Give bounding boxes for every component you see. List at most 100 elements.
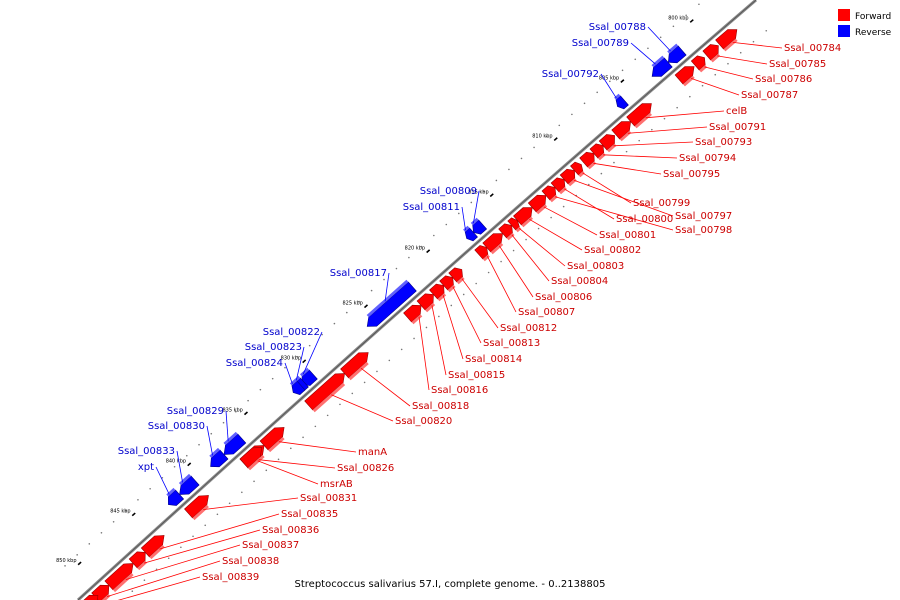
gene-label-ssal_00817[interactable]: Ssal_00817 — [330, 268, 387, 279]
gene-label-ssal_00811[interactable]: Ssal_00811 — [403, 202, 460, 213]
guide-dot — [180, 546, 182, 549]
gene-label-ssal_00816[interactable]: Ssal_00816 — [431, 385, 488, 396]
gene-label-ssal_00818[interactable]: Ssal_00818 — [412, 401, 469, 412]
gene-arrow-ssal_00813[interactable] — [439, 275, 454, 291]
gene-label-ssal_00799[interactable]: Ssal_00799 — [633, 198, 690, 209]
gene-arrow-mana[interactable] — [259, 427, 285, 451]
gene-label-celb[interactable]: celB — [726, 106, 747, 117]
gene-label-ssal_00839[interactable]: Ssal_00839 — [202, 572, 259, 583]
gene-label-xpt[interactable]: xpt — [138, 462, 154, 473]
gene-label-ssal_00795[interactable]: Ssal_00795 — [663, 169, 720, 180]
gene-arrow-ssal_00792[interactable] — [615, 95, 629, 110]
gene-label-ssal_00792[interactable]: Ssal_00792 — [542, 69, 599, 80]
gene-arrow-ssal_00795[interactable] — [579, 151, 595, 168]
gene-label-ssal_00813[interactable]: Ssal_00813 — [483, 338, 540, 349]
gene-label-ssal_00829[interactable]: Ssal_00829 — [167, 406, 224, 417]
gene-label-ssal_00800[interactable]: Ssal_00800 — [616, 214, 673, 225]
gene-arrow-ssal_00824[interactable] — [291, 380, 306, 395]
gene-label-ssal_00806[interactable]: Ssal_00806 — [535, 292, 592, 303]
gene-label-ssal_00787[interactable]: Ssal_00787 — [741, 90, 798, 101]
gene-label-ssal_00812[interactable]: Ssal_00812 — [500, 323, 557, 334]
gene-arrow-xpt[interactable] — [167, 489, 185, 506]
gene-label-ssal_00814[interactable]: Ssal_00814 — [465, 354, 522, 365]
gene-label-ssal_00807[interactable]: Ssal_00807 — [518, 307, 575, 318]
gene-label-ssal_00784[interactable]: Ssal_00784 — [784, 43, 841, 54]
gene-arrow-ssal_00820[interactable] — [304, 373, 345, 411]
gene-label-ssal_00802[interactable]: Ssal_00802 — [584, 245, 641, 256]
gene-label-ssal_00803[interactable]: Ssal_00803 — [567, 261, 624, 272]
gene-label-ssal_00793[interactable]: Ssal_00793 — [695, 137, 752, 148]
gene-label-ssal_00830[interactable]: Ssal_00830 — [148, 421, 205, 432]
gene-arrow-ssal_00809[interactable] — [472, 219, 488, 235]
gene-arrow-ssal_00829[interactable] — [223, 433, 247, 455]
gene-label-ssal_00791[interactable]: Ssal_00791 — [709, 122, 766, 133]
gene-arrow-msrab[interactable] — [239, 447, 263, 469]
gene-label-ssal_00797[interactable]: Ssal_00797 — [675, 211, 732, 222]
gene-label-ssal_00804[interactable]: Ssal_00804 — [551, 276, 608, 287]
gene-label-ssal_00801[interactable]: Ssal_00801 — [599, 230, 656, 241]
gene-arrow-ssal_00798[interactable] — [541, 185, 557, 201]
gene-arrow-ssal_00793[interactable] — [598, 134, 615, 151]
guide-dot — [173, 465, 176, 468]
gene-arrow-ssal_00788[interactable] — [667, 45, 687, 64]
gene-arrow-ssal_00806[interactable] — [482, 233, 503, 253]
gene-arrow-ssal_00814[interactable] — [429, 283, 445, 300]
gene-label-ssal_00815[interactable]: Ssal_00815 — [448, 370, 505, 381]
gene-arrow-ssal_00807[interactable] — [474, 245, 489, 260]
gene-label-ssal_00835[interactable]: Ssal_00835 — [281, 509, 338, 520]
gene-arrow-ssal_00812[interactable] — [448, 267, 463, 283]
gene-arrow-ssal_00800[interactable] — [550, 177, 566, 193]
gene-arrow-ssal_00791[interactable] — [611, 121, 632, 140]
guide-dot — [659, 36, 662, 39]
gene-arrow-ssal_00803[interactable] — [507, 217, 520, 231]
gene-label-ssal_00786[interactable]: Ssal_00786 — [755, 74, 812, 85]
gene-arrow-ssal_00837[interactable] — [104, 563, 134, 591]
guide-dot — [124, 509, 127, 512]
gene-label-ssal_00836[interactable]: Ssal_00836 — [262, 525, 319, 536]
gene-label-ssal_00789[interactable]: Ssal_00789 — [572, 38, 629, 49]
kbp-tick-mark — [689, 19, 694, 23]
gene-label-ssal_00826[interactable]: Ssal_00826 — [337, 463, 394, 474]
gene-arrow-ssal_00817[interactable] — [366, 281, 417, 327]
gene-arrow-ssal_00833[interactable] — [179, 475, 200, 495]
gene-arrow-ssal_00804[interactable] — [498, 223, 513, 239]
gene-label-ssal_00837[interactable]: Ssal_00837 — [242, 540, 299, 551]
gene-arrow-ssal_00785[interactable] — [702, 44, 719, 61]
gene-arrow-ssal_00784[interactable] — [715, 29, 738, 50]
gene-arrow-celb[interactable] — [626, 103, 652, 127]
gene-label-mana[interactable]: manA — [358, 447, 387, 458]
gene-label-ssal_00794[interactable]: Ssal_00794 — [679, 153, 736, 164]
gene-arrow-ssal_00811[interactable] — [464, 227, 478, 242]
leader-line — [117, 576, 201, 600]
gene-label-ssal_00838[interactable]: Ssal_00838 — [222, 556, 279, 567]
gene-arrow-ssal_00789[interactable] — [651, 57, 673, 77]
gene-arrow-ssal_00794[interactable] — [589, 143, 605, 159]
gene-label-ssal_00820[interactable]: Ssal_00820 — [395, 416, 452, 427]
gene-arrow-ssal_00786[interactable] — [690, 55, 706, 71]
gene-arrow-ssal_00797[interactable] — [559, 168, 576, 185]
gene-label-ssal_00824[interactable]: Ssal_00824 — [226, 358, 283, 369]
gene-arrow-ssal_00835[interactable] — [140, 535, 165, 558]
gene-arrow-ssal_00831[interactable] — [184, 495, 209, 519]
gene-arrow-ssal_00815[interactable] — [416, 293, 434, 311]
gene-label-ssal_00823[interactable]: Ssal_00823 — [245, 342, 302, 353]
leader-line — [225, 410, 229, 442]
gene-label-ssal_00831[interactable]: Ssal_00831 — [300, 493, 357, 504]
gene-label-msrab[interactable]: msrAB — [320, 479, 353, 490]
gene-arrow-ssal_00801[interactable] — [527, 194, 547, 213]
gene-label-ssal_00833[interactable]: Ssal_00833 — [118, 446, 175, 457]
gene-arrow-ssal_00816[interactable] — [403, 304, 422, 323]
gene-arrow-ssal_00818[interactable] — [340, 352, 369, 379]
gene-label-ssal_00785[interactable]: Ssal_00785 — [769, 59, 826, 70]
guide-dot — [457, 212, 460, 215]
guide-dot — [345, 311, 348, 314]
gene-label-ssal_00798[interactable]: Ssal_00798 — [675, 225, 732, 236]
gene-arrow-ssal_00799[interactable] — [570, 161, 584, 176]
gene-arrow-ssal_00787[interactable] — [674, 66, 695, 85]
gene-arrow-ssal_00802[interactable] — [513, 207, 533, 226]
gene-arrow-ssal_00830[interactable] — [210, 449, 229, 468]
gene-label-ssal_00788[interactable]: Ssal_00788 — [589, 22, 646, 33]
gene-arrow-ssal_00836[interactable] — [128, 551, 146, 569]
gene-label-ssal_00822[interactable]: Ssal_00822 — [263, 327, 320, 338]
gene-label-ssal_00809[interactable]: Ssal_00809 — [420, 186, 477, 197]
